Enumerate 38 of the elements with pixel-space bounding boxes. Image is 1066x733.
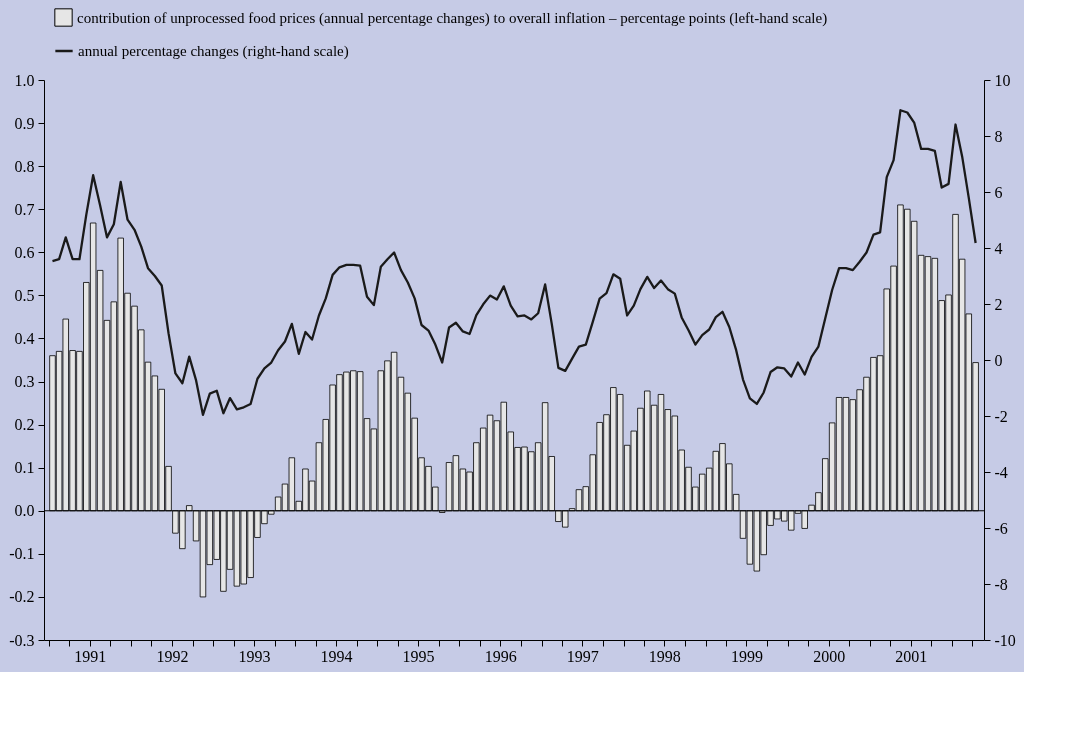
y-tick-label: -0.2: [9, 588, 35, 606]
y2-tick-label: -8: [994, 575, 1008, 593]
x-tick-label: 1992: [156, 647, 189, 665]
y-tick-label: 0.1: [14, 459, 35, 477]
x-tick-label: 1994: [320, 647, 353, 665]
x-tick-label: 2000: [813, 647, 846, 665]
y2-tick-label: -2: [994, 407, 1008, 425]
y-tick-label: 0.9: [14, 114, 35, 132]
y2-tick-label: 2: [994, 295, 1003, 313]
y2-tick-label: -4: [994, 463, 1008, 481]
y2-tick-label: 4: [994, 239, 1003, 257]
y-tick-label: 0.4: [14, 329, 35, 347]
y2-tick-label: 10: [994, 71, 1011, 89]
y-tick-label: 1.0: [14, 71, 35, 89]
y-tick-label: 0.2: [14, 416, 35, 434]
y-tick-label: -0.1: [9, 545, 35, 563]
y-tick-label: -0.3: [9, 631, 35, 649]
x-tick-label: 1993: [238, 647, 271, 665]
x-tick-label: 1998: [648, 647, 681, 665]
x-tick-label: 1991: [74, 647, 107, 665]
y2-tick-label: -6: [994, 519, 1008, 537]
y-tick-label: 0.0: [14, 502, 35, 520]
y2-tick-label: 0: [994, 351, 1003, 369]
y2-tick-label: -10: [994, 631, 1016, 649]
legend-label: contribution of unprocessed food prices (annual percentage changes) to overall inflation – percentage points (left-hand scale): [77, 9, 828, 27]
x-tick-label: 2001: [895, 647, 928, 665]
x-tick-label: 1995: [402, 647, 435, 665]
x-tick-label: 1996: [484, 647, 517, 665]
y-tick-label: 0.7: [14, 200, 35, 218]
y2-tick-label: 8: [994, 127, 1003, 145]
y-tick-label: 0.8: [14, 157, 35, 175]
x-tick-label: 1999: [730, 647, 763, 665]
legend-label: annual percentage changes (right-hand scale): [78, 43, 349, 60]
y-tick-label: 0.6: [14, 243, 35, 261]
y-tick-label: 0.5: [14, 286, 35, 304]
y2-tick-label: 6: [994, 183, 1003, 201]
y-tick-label: 0.3: [14, 373, 35, 391]
x-tick-label: 1997: [566, 647, 599, 665]
